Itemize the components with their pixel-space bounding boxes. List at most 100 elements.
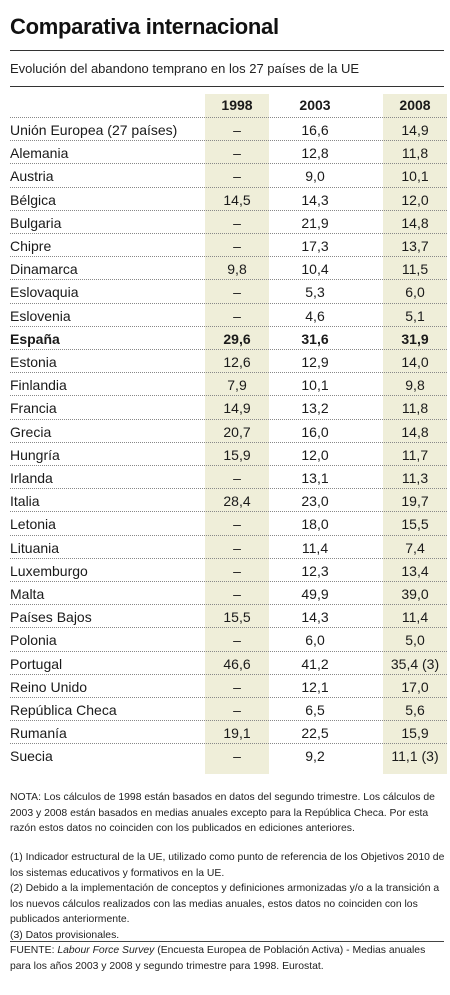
table-row: Bulgaria – 21,9 14,8 xyxy=(10,209,447,234)
source-note: FUENTE: Labour Force Survey (Encuesta Eu… xyxy=(10,943,446,974)
value-2008: 19,7 xyxy=(401,493,429,510)
table-row: Bélgica 14,5 14,3 12,0 xyxy=(10,186,447,211)
value-2008: 10,1 xyxy=(401,168,429,185)
source-survey-title: Labour Force Survey xyxy=(57,945,155,956)
value-1998: 20,7 xyxy=(223,423,251,440)
value-2008: 5,1 xyxy=(405,307,425,324)
footnote-3: (3) Datos provisionales. xyxy=(10,929,120,941)
value-2003: 10,4 xyxy=(301,261,329,278)
value-2003: 10,1 xyxy=(301,377,329,394)
table-row: Finlandia 7,9 10,1 9,8 xyxy=(10,372,447,396)
value-2003: 13,1 xyxy=(301,470,329,486)
value-2008: 6,0 xyxy=(405,284,425,301)
footnote-2: (2) Debido a la implementación de concep… xyxy=(10,883,440,925)
value-2008: 12,0 xyxy=(401,191,429,208)
country-name: Austria xyxy=(10,168,54,185)
value-2008: 14,9 xyxy=(401,122,429,138)
country-name: Estonia xyxy=(10,354,57,370)
country-name: Italia xyxy=(10,493,40,510)
country-name: Hungría xyxy=(10,446,60,463)
value-2008: 11,7 xyxy=(401,446,429,463)
value-1998: – xyxy=(233,702,241,718)
table-row: España 29,6 31,6 31,9 xyxy=(10,325,447,350)
country-name: Finlandia xyxy=(10,377,67,394)
value-2003: 13,2 xyxy=(301,400,329,417)
value-1998: – xyxy=(233,586,241,602)
value-2003: 4,6 xyxy=(305,307,325,324)
value-2008: 11,8 xyxy=(401,400,429,417)
value-2003: 12,8 xyxy=(301,145,329,162)
country-name: Polonia xyxy=(10,632,57,649)
country-name: Eslovenia xyxy=(10,307,71,324)
country-name: Reino Unido xyxy=(10,678,88,695)
footnotes: (1) Indicador estructural de la UE, util… xyxy=(10,850,446,943)
country-name: Alemania xyxy=(10,145,69,162)
value-2008: 9,8 xyxy=(405,377,425,394)
table-row: Estonia 12,6 12,9 14,0 xyxy=(10,349,447,373)
value-2008: 13,4 xyxy=(401,562,429,579)
source-prefix: FUENTE: xyxy=(10,945,58,956)
value-2003: 12,0 xyxy=(301,446,329,463)
value-1998: 28,4 xyxy=(223,493,251,510)
value-1998: – xyxy=(233,145,241,162)
country-name: Dinamarca xyxy=(10,261,78,278)
country-name: Rumanía xyxy=(10,725,67,742)
table-row: República Checa – 6,5 5,6 xyxy=(10,697,447,721)
country-name: Bélgica xyxy=(10,191,56,208)
table-row: Luxemburgo – 12,3 13,4 xyxy=(10,557,447,582)
value-2008: 14,0 xyxy=(401,354,429,370)
table-row: Lituania – 11,4 7,4 xyxy=(10,534,447,559)
value-1998: 15,5 xyxy=(223,609,251,626)
table-row: Letonia – 18,0 15,5 xyxy=(10,511,447,535)
country-name: Bulgaria xyxy=(10,214,62,231)
table-row: Eslovenia – 4,6 5,1 xyxy=(10,302,447,327)
value-1998: 9,8 xyxy=(227,261,247,278)
value-2008: 11,1 (3) xyxy=(391,748,439,765)
value-2003: 5,3 xyxy=(305,284,325,301)
value-2003: 41,2 xyxy=(301,655,329,672)
country-name: República Checa xyxy=(10,702,117,718)
value-2003: 31,6 xyxy=(301,330,329,347)
table-row: Malta – 49,9 39,0 xyxy=(10,581,447,605)
table-row: Alemania – 12,8 11,8 xyxy=(10,140,447,164)
table-row: Países Bajos 15,5 14,3 11,4 xyxy=(10,604,447,628)
value-1998: – xyxy=(233,238,241,254)
value-2003: 12,3 xyxy=(301,562,329,579)
value-1998: – xyxy=(233,307,241,324)
value-2003: 17,3 xyxy=(301,238,329,254)
subtitle-divider xyxy=(10,86,444,87)
value-2008: 11,5 xyxy=(401,261,429,278)
value-2003: 12,1 xyxy=(301,678,329,695)
value-2003: 21,9 xyxy=(301,214,329,231)
country-name: Portugal xyxy=(10,655,63,672)
header-2003: 2003 xyxy=(299,97,331,113)
value-1998: – xyxy=(233,214,241,231)
table-row: Grecia 20,7 16,0 14,8 xyxy=(10,418,447,443)
value-2008: 7,4 xyxy=(405,539,425,556)
value-1998: 7,9 xyxy=(227,377,247,394)
value-1998: 12,6 xyxy=(223,354,251,370)
value-1998: 46,6 xyxy=(223,655,251,672)
source-divider xyxy=(10,941,444,942)
value-2003: 18,0 xyxy=(301,516,329,533)
value-1998: – xyxy=(233,678,241,695)
value-2008: 39,0 xyxy=(401,586,429,602)
country-name: Unión Europea (27 países) xyxy=(10,122,178,138)
table-row: Irlanda – 13,1 11,3 xyxy=(10,465,447,489)
value-2008: 11,8 xyxy=(401,145,429,162)
value-2003: 49,9 xyxy=(301,586,329,602)
value-1998: – xyxy=(233,284,241,301)
value-2008: 13,7 xyxy=(401,238,429,254)
value-2003: 11,4 xyxy=(301,539,329,556)
country-name: Irlanda xyxy=(10,470,53,486)
table-row: Polonia – 6,0 5,0 xyxy=(10,627,447,651)
value-2003: 6,0 xyxy=(305,632,325,649)
value-2008: 17,0 xyxy=(401,678,429,695)
value-1998: 15,9 xyxy=(223,446,251,463)
value-2008: 14,8 xyxy=(401,423,429,440)
table-row: Chipre – 17,3 13,7 xyxy=(10,233,447,257)
value-1998: – xyxy=(233,539,241,556)
value-2003: 12,9 xyxy=(301,354,329,370)
value-2008: 15,5 xyxy=(401,516,429,533)
country-name: Francia xyxy=(10,400,57,417)
